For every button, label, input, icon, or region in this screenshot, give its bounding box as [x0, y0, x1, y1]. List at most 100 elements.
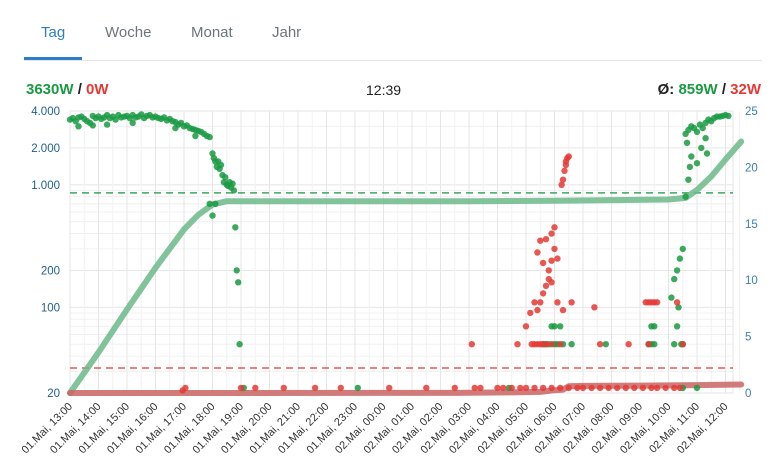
tab-week[interactable]: Woche	[105, 24, 152, 41]
consumption-point	[522, 384, 530, 392]
average-power: Ø: 859W / 32W	[658, 81, 761, 98]
consumption-point	[522, 323, 530, 330]
consumption-point	[596, 384, 604, 392]
y-right-tick-label: 0	[745, 388, 751, 400]
consumption-point	[531, 299, 538, 306]
production-point	[103, 121, 111, 128]
consumption-point	[500, 384, 507, 392]
current-time: 12:39	[366, 82, 402, 98]
production-point	[671, 275, 678, 283]
production-point	[222, 174, 229, 181]
production-point	[354, 384, 361, 392]
tab-month[interactable]: Monat	[191, 24, 233, 41]
consumption-point	[548, 341, 555, 348]
production-point	[676, 255, 684, 262]
consumption-point	[471, 384, 478, 392]
y-left-tick-label: 1.000	[31, 180, 60, 192]
x-tick-label: 02.Mai, 12:00	[675, 401, 731, 457]
consumption-point	[645, 341, 652, 348]
consumption-point	[554, 299, 561, 306]
production-point	[602, 341, 609, 348]
production-point	[129, 119, 136, 127]
production-point	[172, 124, 179, 132]
y-left-tick-label: 100	[41, 302, 60, 314]
consumption-point	[468, 341, 475, 348]
consumption-point	[605, 384, 612, 392]
consumption-point	[252, 384, 259, 392]
consumption-point	[559, 176, 567, 183]
consumption-point	[561, 167, 568, 174]
consumption-point	[653, 299, 661, 306]
consumption-point	[614, 384, 621, 392]
consumption-point	[531, 384, 538, 392]
production-point	[229, 180, 236, 187]
consumption-point	[423, 384, 430, 392]
consumption-point	[539, 290, 547, 297]
consumption-point	[514, 341, 521, 348]
consumption-point	[625, 341, 632, 348]
production-point	[206, 133, 213, 141]
period-tabs: Tag Woche Monat Jahr	[24, 0, 762, 61]
consumption-point	[182, 384, 189, 392]
production-point	[232, 224, 239, 231]
consumption-point	[539, 259, 547, 267]
consumption-point	[662, 384, 669, 392]
reference-lines	[70, 192, 733, 369]
consumption-point	[548, 384, 555, 392]
tab-year[interactable]: Jahr	[272, 24, 302, 41]
production-point	[682, 193, 689, 200]
consumption-point	[562, 158, 570, 165]
consumption-point	[588, 384, 595, 392]
production-point	[686, 163, 694, 171]
consumption-point	[554, 255, 561, 262]
y-left-tick-label: 2.000	[31, 143, 60, 155]
consumption-point	[676, 384, 684, 392]
consumption-point	[494, 384, 501, 392]
y-left-tick-label: 200	[41, 265, 60, 277]
y-right-tick-label: 10	[745, 275, 758, 287]
production-point	[685, 176, 692, 183]
consumption-point	[671, 384, 678, 392]
current-production-value: 3630W	[26, 81, 74, 98]
production-point	[679, 245, 686, 253]
consumption-point	[534, 306, 541, 314]
y-right-tick-label: 20	[745, 162, 758, 174]
consumption-point	[237, 384, 245, 392]
consumption-point	[337, 384, 344, 392]
consumption-point	[631, 384, 638, 392]
consumption-point	[545, 267, 552, 274]
production-point	[683, 139, 691, 146]
consumption-point	[542, 282, 550, 289]
consumption-point	[653, 384, 661, 392]
tab-day[interactable]: Tag	[41, 24, 66, 41]
production-point	[651, 341, 658, 348]
consumption-point	[565, 384, 572, 392]
consumption-point	[534, 249, 541, 256]
y-left-tick-label: 4.000	[31, 106, 60, 118]
consumption-point	[542, 341, 550, 348]
production-point	[671, 341, 678, 348]
production-point	[192, 132, 199, 140]
consumption-point	[568, 299, 575, 306]
consumption-point	[565, 153, 572, 160]
production-point	[673, 323, 681, 330]
consumption-point	[311, 384, 319, 392]
production-point	[568, 341, 575, 348]
production-point	[693, 128, 701, 136]
consumption-point	[386, 384, 393, 392]
consumption-point	[639, 384, 647, 392]
consumption-point	[508, 384, 515, 392]
consumption-point	[622, 384, 629, 392]
production-point	[235, 279, 242, 286]
current-separator: /	[77, 81, 82, 98]
production-point	[703, 150, 711, 157]
production-point	[693, 384, 701, 392]
consumption-point	[548, 257, 555, 264]
consumption-point	[527, 309, 534, 317]
production-point	[668, 294, 675, 301]
production-point	[557, 323, 564, 330]
consumption-point	[558, 181, 565, 188]
active-tab-indicator	[24, 57, 82, 60]
